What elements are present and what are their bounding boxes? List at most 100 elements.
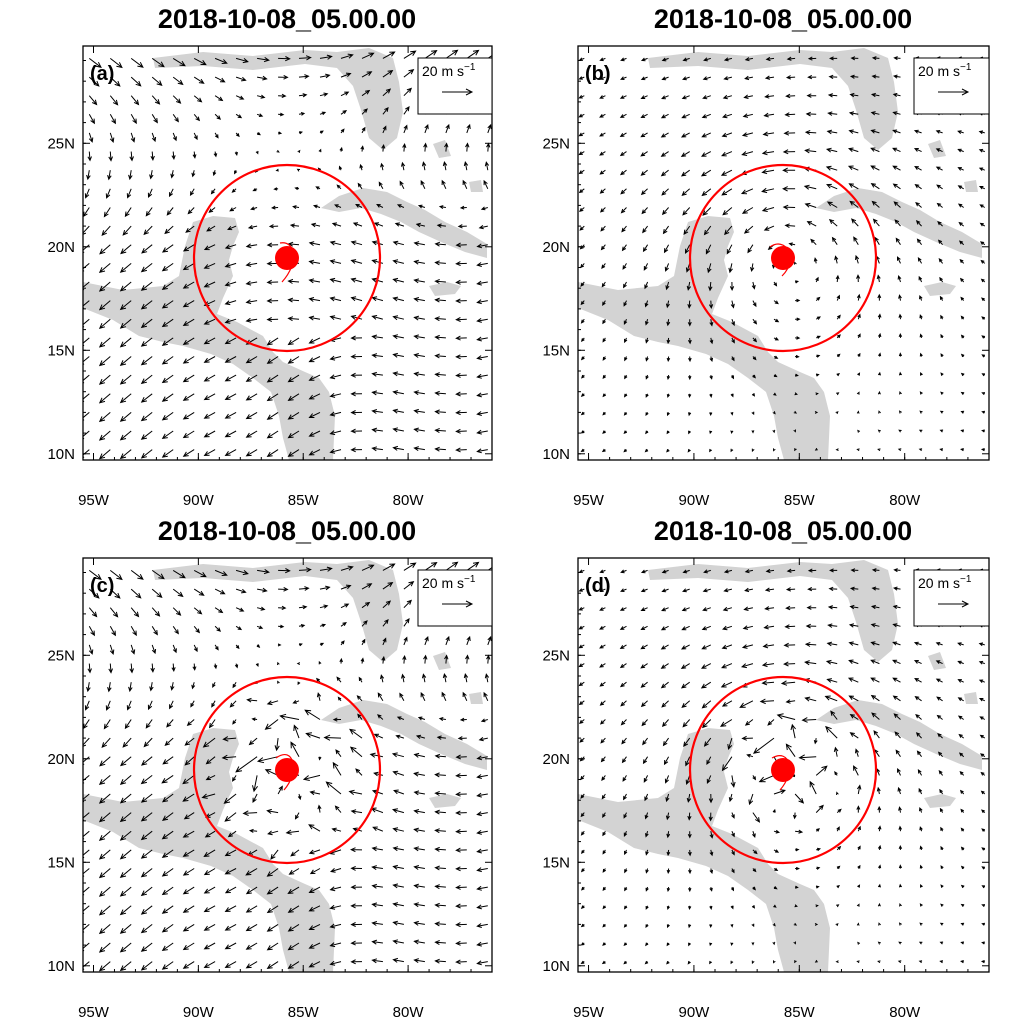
wind-vector-d-336	[898, 806, 902, 813]
wind-vector-d-195	[743, 606, 754, 611]
wind-vector-c-432	[483, 691, 489, 702]
wind-vector-c-245	[308, 905, 321, 912]
wind-vector-a-163	[224, 281, 237, 287]
wind-vector-d-380	[939, 807, 944, 813]
wind-vector-d-127	[680, 644, 690, 650]
wind-vector-c-118	[183, 812, 195, 820]
wind-vector-c-94	[161, 849, 174, 858]
wind-vector-d-88	[666, 960, 670, 965]
wind-vector-b-276	[826, 183, 838, 190]
wind-vector-c-435	[487, 635, 492, 646]
wind-vector-a-53	[119, 281, 132, 292]
wind-vector-c-402	[455, 847, 467, 853]
wind-vector-c-254	[305, 732, 321, 739]
wind-vector-d-199	[772, 941, 776, 946]
wind-vector-d-231	[785, 743, 796, 757]
wind-vector-b-386	[936, 184, 943, 190]
wind-vector-c-46	[119, 924, 132, 934]
wind-vector-d-146	[701, 700, 712, 709]
wind-vector-c-23	[98, 942, 111, 953]
wind-vector-d-163	[728, 793, 733, 803]
wind-vector-c-20	[88, 588, 100, 599]
wind-vector-d-326	[871, 586, 880, 591]
wind-vector-b-238	[784, 112, 796, 117]
wind-vector-d-316	[876, 767, 881, 776]
wind-vector-b-192	[741, 151, 754, 156]
wind-vector-a-324	[381, 143, 386, 152]
wind-vector-b-312	[877, 332, 882, 338]
wind-vector-b-222	[793, 410, 798, 414]
wind-vector-a-273	[329, 277, 342, 283]
wind-vector-c-59	[128, 682, 133, 693]
panel-a-label: (a)	[90, 63, 114, 85]
wind-vector-a-118	[182, 300, 195, 308]
wind-vector-c-19	[88, 607, 98, 618]
wind-vector-c-413	[466, 635, 471, 646]
wind-vector-b-334	[898, 332, 903, 338]
wind-vector-d-240	[785, 587, 796, 592]
wind-vector-a-383	[434, 279, 446, 284]
wind-vector-c-6	[83, 849, 90, 859]
wind-vector-a-139	[203, 318, 216, 325]
wind-vector-b-198	[773, 448, 776, 452]
wind-vector-c-409	[459, 717, 467, 722]
wind-vector-b-406	[958, 221, 965, 227]
wind-vector-d-26	[602, 886, 607, 891]
wind-vector-c-388	[441, 691, 447, 702]
wind-vector-c-298	[349, 728, 363, 739]
wind-vector-b-51	[623, 318, 628, 325]
wind-vector-b-382	[938, 257, 944, 264]
wind-vector-a-57	[124, 207, 132, 218]
wind-vector-c-251	[309, 790, 321, 796]
wind-vector-c-181	[245, 868, 258, 876]
wind-vector-b-87	[640, 57, 648, 62]
wind-vector-c-63	[130, 607, 140, 618]
wind-vector-a-18	[88, 114, 95, 125]
wind-vector-a-333	[392, 390, 404, 395]
wind-vector-a-313	[371, 353, 383, 359]
wind-vector-c-227	[285, 829, 300, 835]
panel-b-ref-exponent: −1	[960, 62, 972, 73]
wind-vector-b-308	[878, 410, 881, 414]
wind-vector-d-205	[773, 829, 781, 834]
wind-vector-c-22	[98, 961, 111, 972]
panel-a-ref-exponent: −1	[464, 62, 476, 73]
wind-vector-d-399	[960, 865, 965, 870]
wind-vector-b-240	[785, 75, 796, 80]
wind-vector-d-223	[794, 904, 798, 908]
y-tick-label-b-2: 15N	[542, 342, 570, 359]
wind-vector-d-219	[765, 568, 775, 574]
wind-vector-d-248	[815, 828, 820, 832]
wind-vector-c-61	[130, 644, 136, 655]
wind-vector-a-382	[434, 297, 446, 303]
wind-vector-d-149	[701, 644, 712, 650]
wind-vector-b-263	[835, 448, 839, 452]
wind-vector-d-381	[939, 788, 944, 795]
wind-vector-a-225	[287, 356, 300, 364]
wind-vector-d-123	[682, 719, 691, 728]
wind-vector-b-304	[849, 74, 859, 79]
wind-vector-a-75	[140, 281, 153, 291]
wind-vector-a-215	[278, 131, 283, 135]
wind-vector-b-421	[981, 354, 986, 358]
wind-vector-d-273	[833, 746, 839, 757]
wind-vector-a-175	[235, 57, 249, 64]
wind-vector-d-250	[809, 780, 817, 795]
wind-vector-d-247	[816, 847, 821, 852]
wind-vector-a-336	[392, 334, 404, 340]
wind-vector-a-439	[487, 54, 492, 59]
wind-vector-b-298	[848, 183, 859, 190]
wind-vector-b-376	[940, 372, 944, 376]
wind-vector-b-164	[728, 263, 733, 274]
wind-vector-a-427	[476, 280, 488, 286]
wind-vector-b-79	[641, 207, 648, 215]
wind-vector-d-92	[666, 887, 671, 893]
wind-vector-a-330	[392, 445, 404, 451]
panel-d-label: (d)	[585, 575, 611, 597]
wind-vector-a-412	[465, 142, 470, 152]
wind-vector-c-179	[245, 905, 258, 913]
wind-vector-c-320	[373, 733, 384, 739]
wind-vector-a-398	[455, 410, 467, 416]
wind-vector-a-164	[224, 262, 237, 268]
wind-vector-a-114	[182, 374, 195, 383]
